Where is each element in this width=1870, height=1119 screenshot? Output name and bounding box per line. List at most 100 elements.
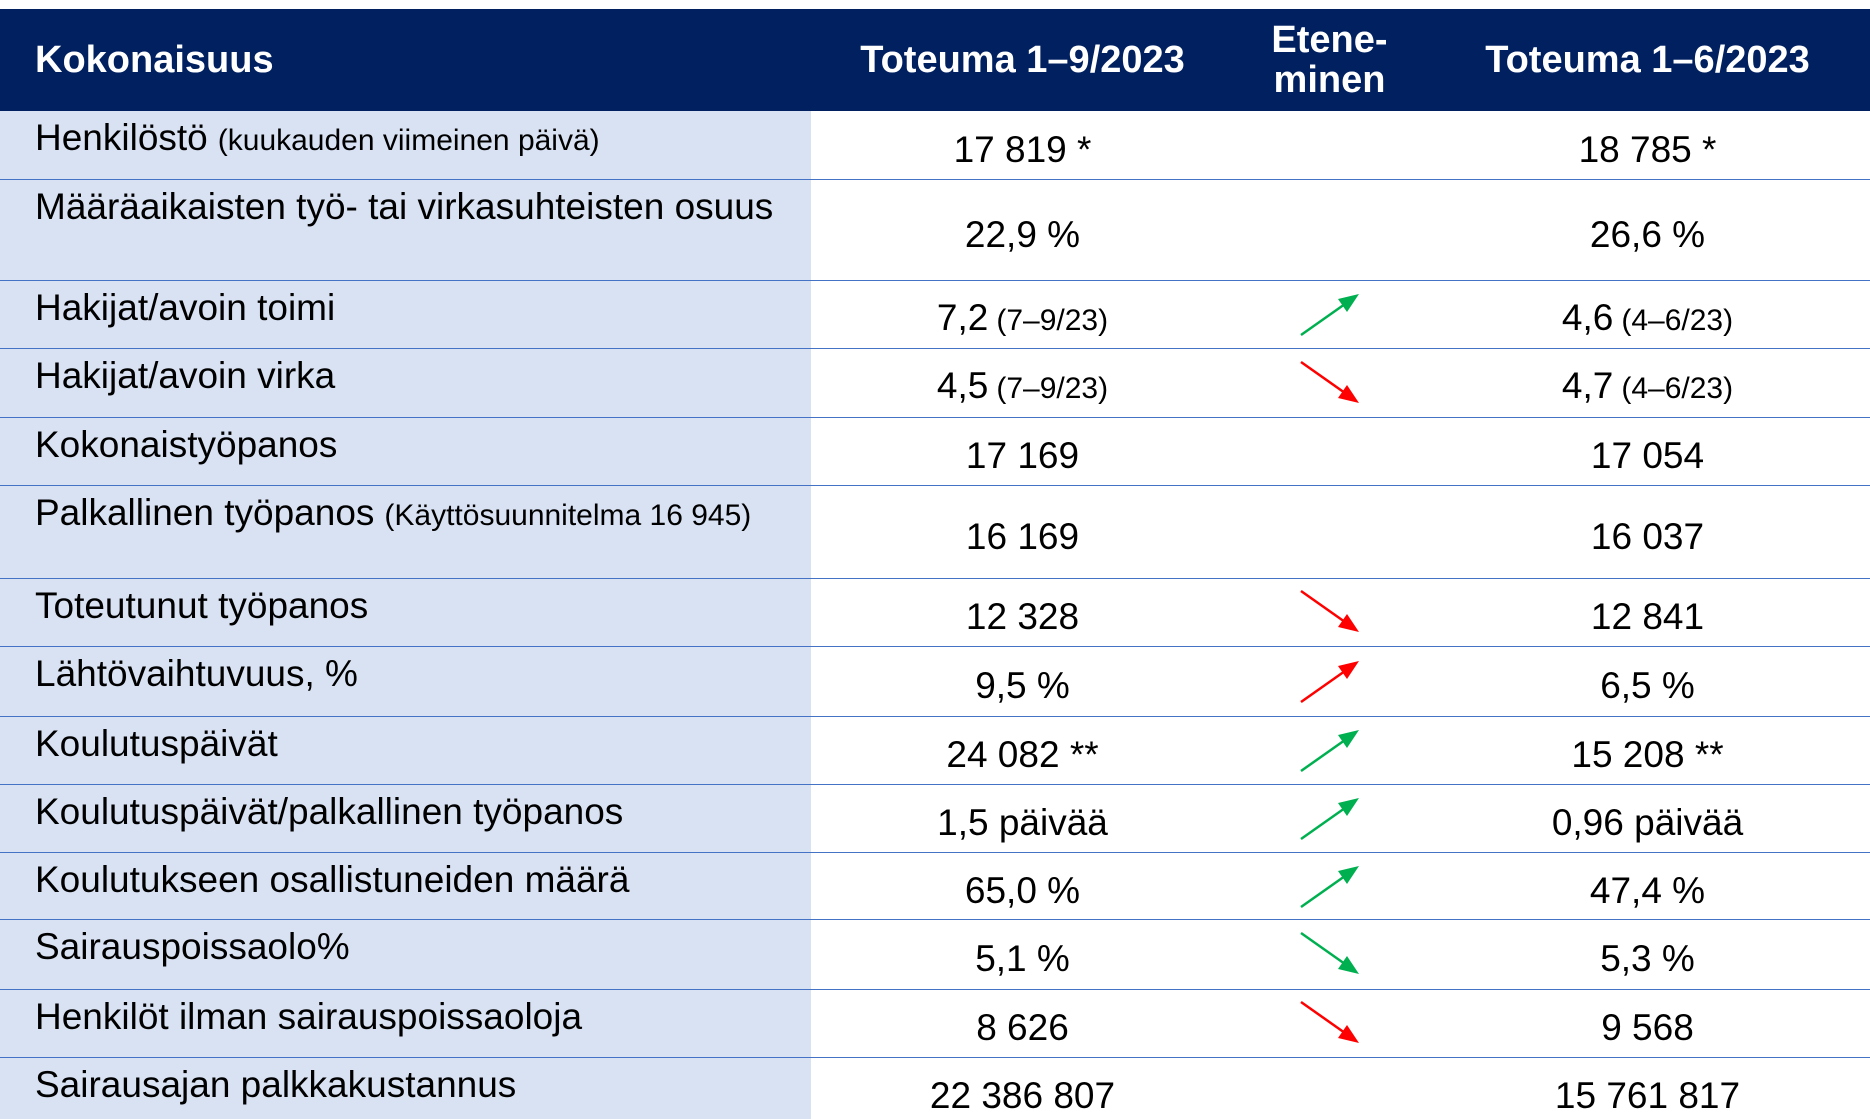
previous-value-text: 12 841 xyxy=(1590,596,1705,637)
previous-value-text: 15 761 817 xyxy=(1554,1075,1741,1116)
arrow-shaft xyxy=(1299,874,1346,908)
table-row: Henkilöstö (kuukauden viimeinen päivä) 17 … xyxy=(0,111,1870,180)
table-row: Koulutukseen osallistuneiden määrä 65,0 %… xyxy=(0,852,1870,920)
previous-value-text: 47,4 % xyxy=(1589,869,1706,911)
table-header: Kokonaisuus Toteuma 1–9/2023 Etene- minen T… xyxy=(0,9,1870,111)
header-cell: Toteuma 1–9/2023 xyxy=(811,9,1234,111)
current-value-text: 4,5 xyxy=(936,365,989,406)
current-value: 22 386 807 xyxy=(811,1057,1234,1119)
header-cell: Etene- minen xyxy=(1234,9,1425,111)
trend-cell xyxy=(1234,417,1425,486)
current-value-note: (7–9/23) xyxy=(996,303,1109,337)
header-cell: Toteuma 1–6/2023 xyxy=(1425,9,1870,111)
previous-value: 47,4 % xyxy=(1425,852,1870,920)
current-value-text: 9,5 % xyxy=(975,665,1070,706)
table-container: Kokonaisuus Toteuma 1–9/2023 Etene- minen T… xyxy=(0,9,1870,1119)
row-label-text: Lähtövaihtuvuus, % xyxy=(35,652,358,694)
previous-value-text: 18 785 * xyxy=(1578,128,1717,170)
trend-cell xyxy=(1234,989,1425,1058)
row-label: Hakijat/avoin toimi xyxy=(0,280,811,349)
current-value-text: 8 626 xyxy=(976,1007,1069,1048)
arrow-shaft xyxy=(1299,738,1346,773)
current-value: 17 169 xyxy=(811,417,1234,486)
previous-value-text: 9 568 xyxy=(1601,1007,1694,1048)
current-value-text: 7,2 xyxy=(936,296,989,338)
current-value-note: (7–9/23) xyxy=(996,372,1109,405)
current-value: 8 626 xyxy=(811,989,1234,1058)
table-row: Kokonaistyöpanos 17 169 17 054 xyxy=(0,417,1870,486)
table-row: Määräaikaisten työ- tai virkasuhteisten … xyxy=(0,179,1870,281)
row-label: Henkilöt ilman sairauspoissaoloja xyxy=(0,989,811,1058)
arrow-shaft xyxy=(1299,806,1346,841)
header-row: Kokonaisuus Toteuma 1–9/2023 Etene- minen T… xyxy=(0,9,1870,111)
current-value: 17 819 * xyxy=(811,111,1234,180)
row-label-text: Kokonaistyöpanos xyxy=(35,423,338,465)
trend-cell xyxy=(1234,646,1425,717)
current-value: 4,5 (7–9/23) xyxy=(811,348,1234,418)
arrow-head xyxy=(1337,384,1359,403)
trend-arrow xyxy=(1299,294,1359,337)
trend-arrow xyxy=(1299,798,1359,841)
previous-value-text: 16 037 xyxy=(1590,515,1705,557)
trend-arrow xyxy=(1299,931,1359,974)
previous-value: 17 054 xyxy=(1425,417,1870,486)
row-label-note: (kuukauden viimeinen päivä) xyxy=(217,124,600,157)
previous-value: 5,3 % xyxy=(1425,919,1870,990)
row-label-text: Määräaikaisten työ- tai virkasuhteisten … xyxy=(35,185,774,227)
table-row: Henkilöt ilman sairauspoissaoloja 8 626 9 … xyxy=(0,989,1870,1058)
row-label: Lähtövaihtuvuus, % xyxy=(0,646,811,717)
previous-value: 4,6 (4–6/23) xyxy=(1425,280,1870,349)
current-value-text: 16 169 xyxy=(965,515,1080,557)
current-value-text: 24 082 ** xyxy=(946,734,1099,775)
current-value: 16 169 xyxy=(811,485,1234,579)
row-label-text: Koulutuspäivät xyxy=(35,722,278,764)
arrow-head xyxy=(1337,661,1359,679)
current-value: 22,9 % xyxy=(811,179,1234,281)
trend-cell xyxy=(1234,784,1425,853)
trend-cell xyxy=(1234,1057,1425,1119)
table-row: Lähtövaihtuvuus, % 9,5 % 6,5 % xyxy=(0,646,1870,717)
arrow-head xyxy=(1337,956,1359,974)
arrow-head xyxy=(1337,865,1359,884)
arrow-head xyxy=(1337,798,1359,816)
previous-value: 0,96 päivää xyxy=(1425,784,1870,853)
table-body: Henkilöstö (kuukauden viimeinen päivä) 17 … xyxy=(0,111,1870,1119)
previous-value-note: (4–6/23) xyxy=(1621,372,1734,405)
row-label: Koulutuspäivät xyxy=(0,716,811,785)
previous-value: 4,7 (4–6/23) xyxy=(1425,348,1870,418)
arrow-head xyxy=(1337,614,1359,632)
trend-arrow xyxy=(1299,661,1359,704)
previous-value: 26,6 % xyxy=(1425,179,1870,281)
arrow-shaft xyxy=(1299,589,1346,624)
row-label-text: Palkallinen työpanos xyxy=(35,491,375,533)
table-row: Hakijat/avoin toimi 7,2 (7–9/23) 4,6 (4–6/23… xyxy=(0,280,1870,349)
row-label: Hakijat/avoin virka xyxy=(0,348,811,418)
arrow-head xyxy=(1337,1025,1359,1043)
table-row: Koulutuspäivät 24 082 ** 15 208 ** xyxy=(0,716,1870,785)
row-label: Koulutuspäivät/palkallinen työpanos xyxy=(0,784,811,853)
trend-arrow xyxy=(1299,865,1359,908)
row-label-text: Sairausajan palkkakustannus xyxy=(35,1063,517,1105)
arrow-shaft xyxy=(1299,931,1346,966)
current-value-text: 12 328 xyxy=(965,596,1080,637)
arrow-shaft xyxy=(1299,360,1346,394)
previous-value: 15 208 ** xyxy=(1425,716,1870,785)
arrow-head xyxy=(1337,730,1359,748)
previous-value-text: 6,5 % xyxy=(1600,665,1695,706)
current-value: 24 082 ** xyxy=(811,716,1234,785)
trend-arrow xyxy=(1299,360,1359,403)
current-value: 5,1 % xyxy=(811,919,1234,990)
trend-arrow xyxy=(1299,730,1359,773)
previous-value-text: 17 054 xyxy=(1590,435,1705,476)
row-label: Määräaikaisten työ- tai virkasuhteisten … xyxy=(0,179,811,281)
current-value: 65,0 % xyxy=(811,852,1234,920)
row-label-text: Koulutukseen osallistuneiden määrä xyxy=(35,858,630,900)
row-label: Toteutunut työpanos xyxy=(0,578,811,647)
row-label-text: Henkilöt ilman sairauspoissaoloja xyxy=(35,995,583,1037)
arrow-shaft xyxy=(1299,1000,1346,1035)
table: Kokonaisuus Toteuma 1–9/2023 Etene- minen T… xyxy=(0,9,1870,1119)
previous-value: 15 761 817 xyxy=(1425,1057,1870,1119)
row-label: Sairausajan palkkakustannus xyxy=(0,1057,811,1119)
trend-cell xyxy=(1234,485,1425,579)
